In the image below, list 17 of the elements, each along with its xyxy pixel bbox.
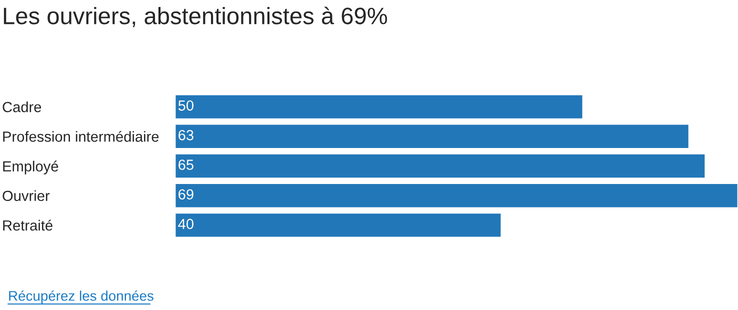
- data-label: 65: [178, 160, 194, 170]
- data-label: 69: [178, 189, 194, 200]
- y-tick-label: Retraité: [3, 220, 52, 231]
- data-label: 63: [178, 130, 194, 140]
- y-tick-label: Employé: [3, 160, 58, 174]
- data-label: 50: [178, 100, 194, 111]
- y-tick-label: Cadre: [2, 102, 42, 112]
- y-tick-label: Profession intermédiaire: [3, 130, 159, 142]
- bar: [175, 212, 502, 238]
- bar: [175, 123, 690, 150]
- data-label: 40: [178, 218, 194, 230]
- bar: [175, 182, 738, 209]
- bar: [175, 153, 706, 179]
- text: Récupérez les données: [9, 290, 154, 304]
- chart-title: Les ouvriers, abstentionnistes à 69%: [4, 6, 388, 28]
- y-tick-label: Ouvrier: [2, 190, 50, 202]
- bar: [175, 94, 584, 120]
